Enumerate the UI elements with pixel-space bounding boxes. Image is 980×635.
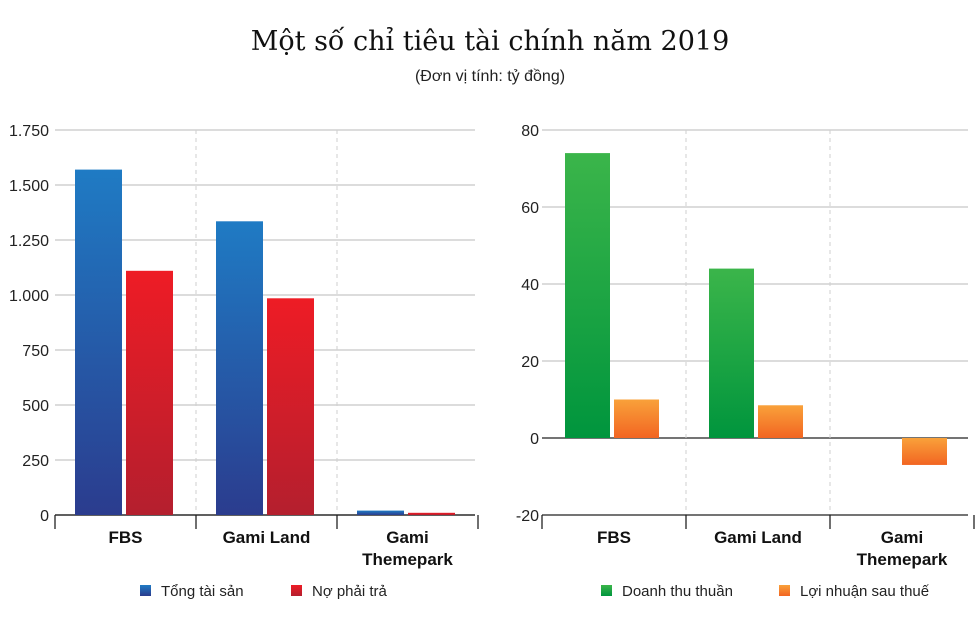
x-category-label: FBS: [597, 528, 631, 547]
chart-subtitle: (Đơn vị tính: tỷ đồng): [414, 68, 566, 85]
y-tick-label: 1.750: [9, 123, 49, 140]
legend-label: Doanh thu thuần: [622, 583, 733, 600]
x-category-label: FBS: [109, 528, 143, 547]
x-category-label: Themepark: [857, 550, 948, 569]
y-tick-label: 60: [521, 200, 539, 217]
legend-swatch: [601, 585, 612, 596]
y-tick-label: 1.500: [9, 178, 49, 195]
bar-fbs-series-2: [614, 399, 659, 438]
legend-swatch: [291, 585, 302, 596]
y-tick-label: 500: [22, 398, 49, 415]
y-tick-label: 1.000: [9, 288, 49, 305]
x-category-label: Themepark: [362, 550, 453, 569]
x-category-label: Gami Land: [223, 528, 311, 547]
y-tick-label: 1.250: [9, 233, 49, 250]
y-tick-label: 0: [40, 508, 49, 525]
x-category-label: Gami Land: [714, 528, 802, 547]
bar-gami-land-series-1: [216, 221, 263, 516]
bar-gami-themepark-series-1: [357, 510, 404, 515]
legend-swatch: [779, 585, 790, 596]
legend-label: Nợ phải trả: [312, 583, 388, 600]
y-tick-label: -20: [516, 508, 539, 525]
chart-title: Một số chỉ tiêu tài chính năm 2019: [250, 26, 730, 57]
chart-1: 0 250 500 750 1.000 1.250 1.500 1.750 FBS Gami La…: [9, 123, 479, 600]
x-category-label: Gami: [881, 528, 924, 547]
y-tick-label: 250: [22, 453, 49, 470]
chart-2: -20 0 20 40 60 80 FBS Gami Land Gami Themepark Doa…: [516, 123, 975, 600]
bar-gami-land-series-1: [709, 268, 754, 438]
bar-fbs-series-1: [75, 169, 122, 515]
y-tick-label: 0: [530, 431, 539, 448]
bar-gami-themepark-series-2: [902, 438, 947, 465]
bar-gami-land-series-2: [267, 298, 314, 515]
bar-fbs-series-1: [565, 153, 610, 438]
bar-fbs-series-2: [126, 270, 173, 515]
y-tick-label: 750: [22, 343, 49, 360]
y-tick-label: 20: [521, 354, 539, 371]
legend-label: Lợi nhuận sau thuế: [800, 583, 930, 600]
bar-gami-land-series-2: [758, 405, 803, 438]
legend-swatch: [140, 585, 151, 596]
y-tick-label: 80: [521, 123, 539, 140]
y-tick-label: 40: [521, 277, 539, 294]
x-category-label: Gami: [386, 528, 429, 547]
bar-gami-themepark-series-2: [408, 512, 455, 515]
legend-label: Tổng tài sản: [161, 583, 244, 600]
